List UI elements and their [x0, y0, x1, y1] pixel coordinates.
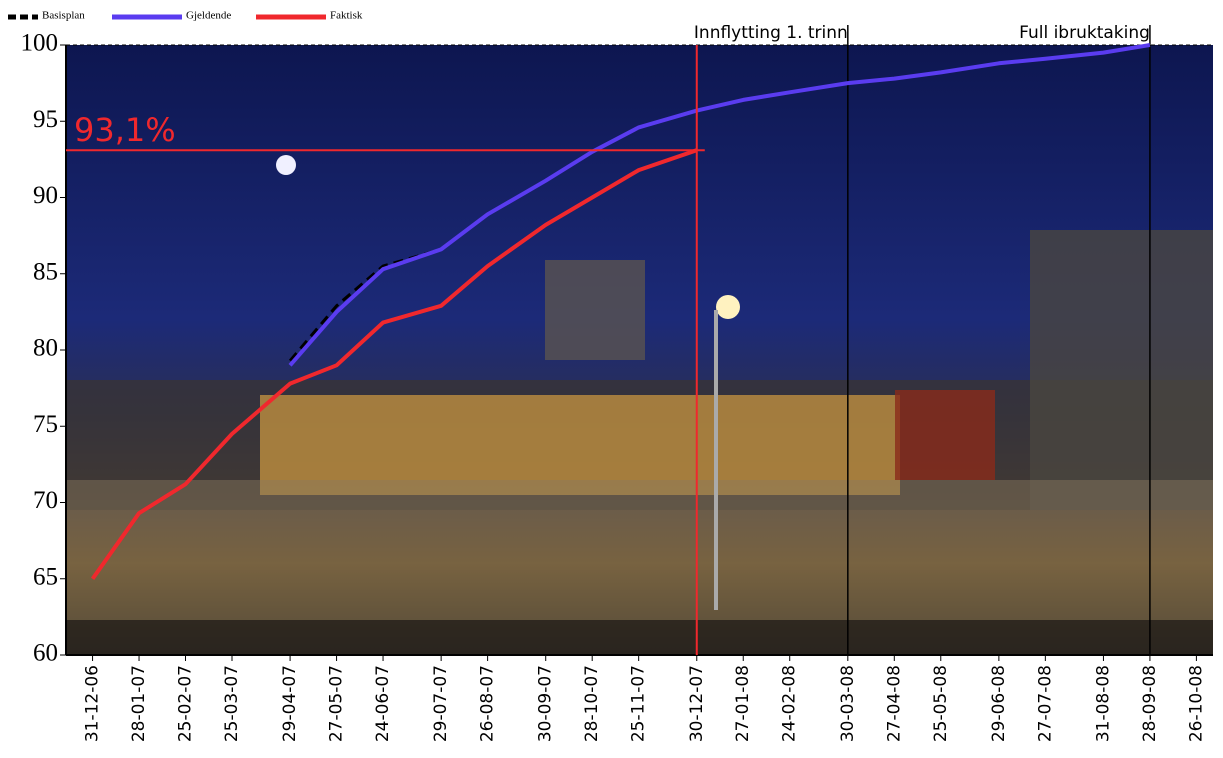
x-tick-label: 28-10-07 [582, 665, 602, 742]
x-tick-label: 27-07-08 [1035, 665, 1055, 742]
y-tick-label: 90 [33, 182, 58, 209]
x-tick-label: 30-12-07 [687, 665, 707, 742]
marker-label: 93,1% [74, 111, 176, 149]
x-tick-label: 31-08-08 [1093, 665, 1113, 742]
event-label: Full ibruktaking [1019, 23, 1150, 43]
x-tick-label: 27-04-08 [884, 665, 904, 742]
legend-label: Faktisk [330, 10, 363, 22]
x-tick-label: 29-06-08 [989, 665, 1009, 742]
x-tick-label: 27-01-08 [733, 665, 753, 742]
y-tick-label: 70 [33, 487, 58, 514]
chart: 60 65 70 75 80 85 90 95 100 31-12-06 28-01-07 25-02… [0, 0, 1223, 753]
legend-label: Basisplan [42, 10, 85, 22]
y-tick-label: 80 [33, 335, 58, 362]
x-tick-label: 27-05-07 [327, 665, 347, 742]
y-tick-label: 60 [33, 640, 58, 667]
y-tick-label: 100 [21, 30, 59, 57]
x-tick-label: 24-06-07 [373, 665, 393, 742]
x-tick-label: 26-10-08 [1186, 665, 1206, 742]
y-tick-label: 75 [33, 411, 58, 438]
x-tick-label: 29-07-07 [431, 665, 451, 742]
x-tick-label: 25-03-07 [222, 665, 242, 742]
x-tick-label: 28-01-07 [129, 665, 149, 742]
x-tick-label: 30-09-07 [536, 665, 556, 742]
x-tick-label: 26-08-07 [478, 665, 498, 742]
legend-label: Gjeldende [186, 10, 231, 22]
x-tick-label: 24-02-08 [780, 665, 800, 742]
background-photo [66, 45, 1213, 655]
x-tick-label: 25-02-07 [176, 665, 196, 742]
event-label: Innflytting 1. trinn [694, 23, 848, 43]
y-tick-label: 95 [33, 106, 58, 133]
x-tick-label: 28-09-08 [1140, 665, 1160, 742]
x-tick-label: 31-12-06 [83, 665, 103, 742]
y-tick-label: 65 [33, 563, 58, 590]
x-tick-label: 30-03-08 [838, 665, 858, 742]
x-tick-label: 25-11-07 [629, 665, 649, 742]
y-tick-label: 85 [33, 258, 58, 285]
x-tick-label: 25-05-08 [931, 665, 951, 742]
x-tick-label: 29-04-07 [280, 665, 300, 742]
